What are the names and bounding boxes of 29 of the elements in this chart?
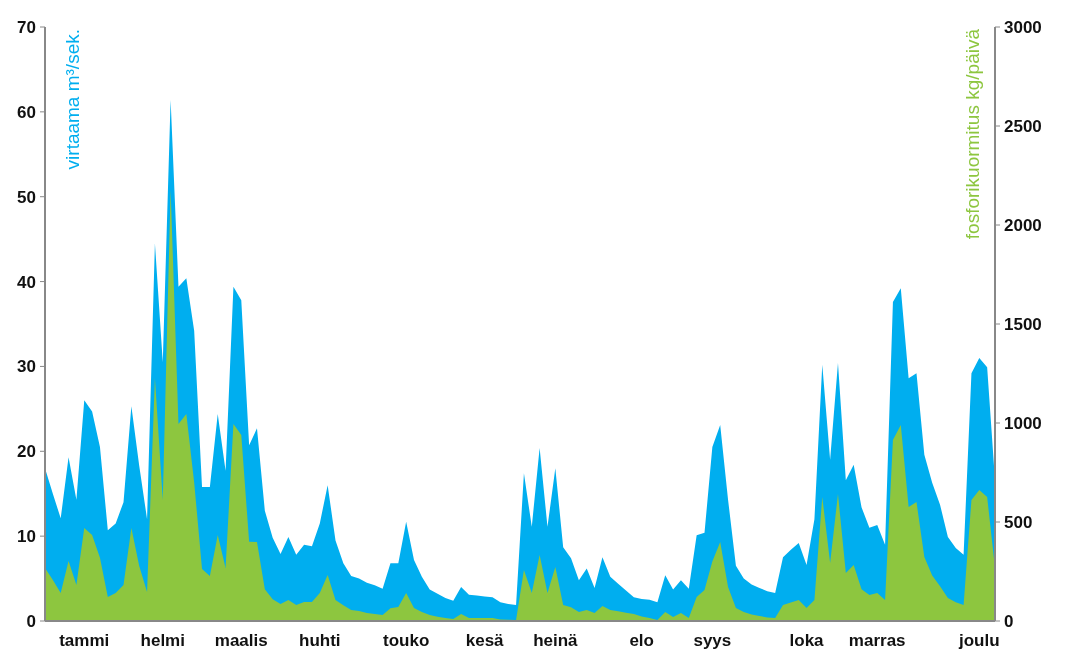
x-tick-label: huhti: [299, 631, 341, 650]
y2-tick-label: 0: [1004, 611, 1014, 631]
x-tick-label: joulu: [957, 631, 1000, 650]
y2-tick-label: 1000: [1004, 413, 1042, 433]
y2-tick-label: 3000: [1004, 17, 1042, 37]
y2-tick-label: 2000: [1004, 215, 1042, 235]
y-tick-label: 0: [26, 611, 36, 631]
x-tick-label: heinä: [533, 631, 579, 650]
y2-axis-title: fosforikuormitus kg/päivä: [962, 28, 983, 240]
x-tick-label: touko: [383, 631, 430, 650]
x-tick-label: syys: [693, 631, 732, 650]
x-tick-label: kesä: [465, 631, 505, 650]
y2-tick-label: 2500: [1004, 116, 1042, 136]
x-tick-label: elo: [629, 631, 654, 650]
y-tick-label: 30: [17, 357, 36, 377]
x-tick-label: maalis: [214, 631, 268, 650]
y-tick-label: 60: [17, 102, 36, 122]
x-tick-label: marras: [848, 631, 906, 650]
y-tick-label: 40: [17, 272, 36, 292]
y-axis-title: virtaama m³/sek.: [62, 29, 83, 170]
y-tick-label: 50: [17, 187, 36, 207]
x-tick-label: tammi: [59, 631, 110, 650]
x-tick-label: loka: [789, 631, 825, 650]
y2-tick-label: 1500: [1004, 314, 1042, 334]
y-tick-label: 10: [17, 527, 36, 547]
y-tick-label: 70: [17, 17, 36, 37]
x-tick-label: helmi: [140, 631, 185, 650]
y-tick-label: 20: [17, 442, 36, 462]
y2-tick-label: 500: [1004, 512, 1033, 532]
